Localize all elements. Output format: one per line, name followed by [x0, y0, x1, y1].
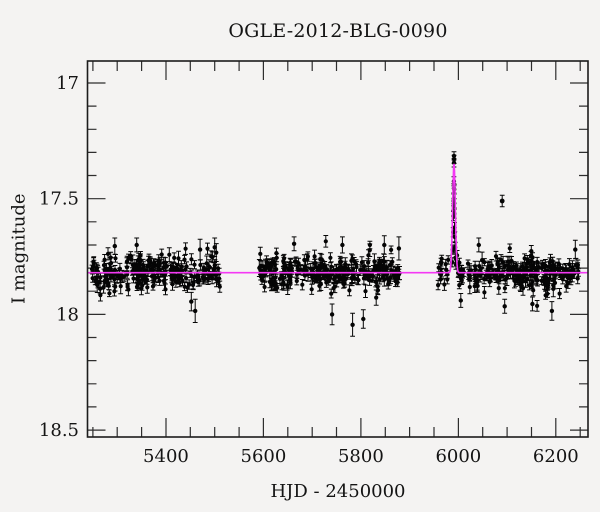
y-tick-label: 17.5 [39, 189, 79, 210]
y-tick-label: 17 [56, 73, 79, 94]
model-curve [87, 163, 588, 274]
x-tick-label: 5600 [241, 446, 287, 467]
x-tick-label: 5400 [143, 446, 189, 467]
x-tick-label: 6200 [533, 446, 579, 467]
x-tick-label: 6000 [435, 446, 481, 467]
plot-frame [86, 60, 589, 438]
y-tick-label: 18.5 [39, 420, 79, 441]
x-tick-label: 5800 [338, 446, 384, 467]
x-axis-label: HJD - 2450000 [270, 481, 406, 502]
error-bars [89, 151, 581, 337]
x-tick-labels: 5400 5600 5800 6000 6200 [143, 446, 579, 467]
plot-title: OGLE-2012-BLG-0090 [228, 20, 448, 42]
y-tick-labels: 17 17.5 18 18.5 [39, 73, 79, 441]
axis-ticks [87, 61, 588, 437]
y-tick-label: 18 [56, 304, 79, 325]
